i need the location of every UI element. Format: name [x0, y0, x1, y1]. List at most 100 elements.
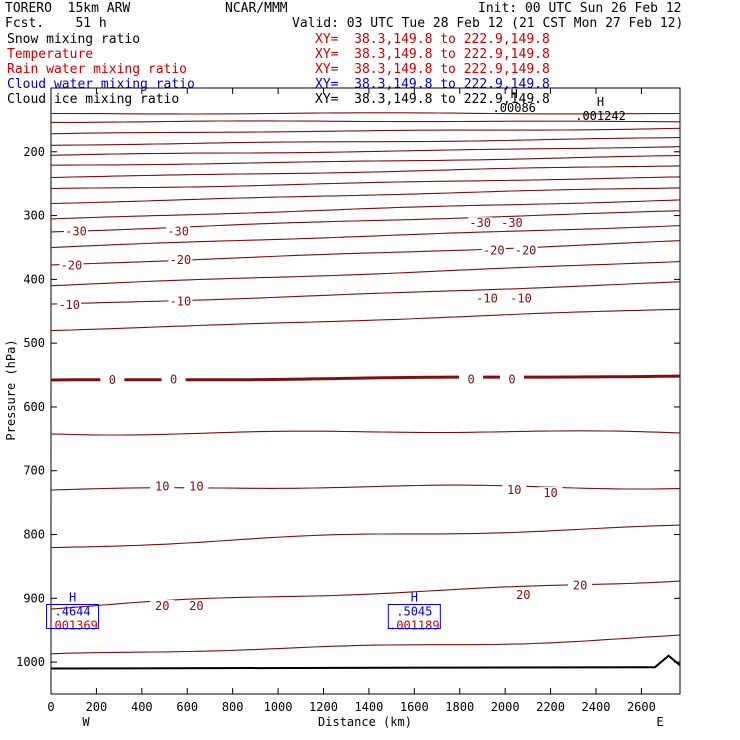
model-title: TORERO 15km ARW [5, 1, 131, 16]
y-tick-label: 900 [23, 591, 45, 605]
x-tick-label: 400 [131, 700, 153, 714]
isotherm-label-bg [166, 225, 191, 238]
isotherm-label-bg [513, 244, 538, 257]
field-label-temperature: Temperature [7, 47, 94, 62]
cloud-water-contour [387, 604, 441, 630]
isotherm-label-bg [502, 483, 527, 496]
x-tick-label: 0 [47, 700, 54, 714]
x-tick-label: 1600 [400, 700, 429, 714]
isotherm-label-bg [474, 292, 499, 305]
isotherm-label: -10 [58, 298, 80, 312]
isotherm--30 [50, 210, 681, 233]
plot-frame [50, 87, 681, 695]
isotherm-label: 0 [109, 373, 116, 387]
isotherm--65 [50, 137, 681, 146]
isotherm-label-bg [468, 217, 493, 230]
x-tick-label: 2600 [627, 700, 656, 714]
x-tick-label: 1400 [354, 700, 383, 714]
isotherm-label-bg [100, 374, 125, 387]
isotherm-label: -20 [61, 258, 83, 272]
isotherm-label: -20 [483, 244, 505, 258]
isotherm-label-bg [459, 373, 484, 386]
x-tick-label: 800 [222, 700, 244, 714]
field-label-snow: Snow mixing ratio [7, 32, 141, 47]
x-tick-label: 1200 [309, 700, 338, 714]
isotherm-label-bg [184, 480, 209, 493]
maximum-value: .5045 [396, 605, 432, 619]
isotherm-label-bg [150, 599, 175, 612]
isotherm-label: -30 [65, 225, 87, 239]
isotherm-label-bg [59, 259, 84, 272]
isotherm-label: -20 [515, 244, 537, 258]
isotherm-label: 0 [170, 373, 177, 387]
y-tick-label: 400 [23, 272, 45, 286]
isotherm-label-bg [63, 225, 88, 238]
isotherm--60 [50, 146, 681, 156]
y-tick-label: 700 [23, 464, 45, 478]
isotherm-label: 10 [543, 486, 557, 500]
isotherm--40 [50, 187, 681, 205]
isotherm-label: 10 [189, 480, 203, 494]
init-time: Init: 00 UTC Sun 26 Feb 12 [478, 1, 682, 16]
isotherm-label: -20 [170, 253, 192, 267]
x-tick-label: 1000 [264, 700, 293, 714]
isotherm-label-bg [168, 254, 193, 267]
x-tick-label: 200 [86, 700, 108, 714]
isotherm-0 [50, 374, 681, 382]
isotherm-label-bg [150, 480, 175, 493]
isotherm-label-bg [509, 292, 534, 305]
y-tick-label: 600 [23, 400, 45, 414]
y-tick-label: 200 [23, 145, 45, 159]
isotherm-label: 20 [516, 588, 530, 602]
isotherm-label: 0 [508, 373, 515, 387]
isotherm-label: 10 [507, 483, 521, 497]
isotherm--55 [51, 154, 681, 166]
isotherm-label: -30 [167, 225, 189, 239]
isotherm-label: -10 [170, 295, 192, 309]
field-xy-snow: XY= 38.3,149.8 to 222.9,149.8 [315, 32, 550, 47]
isotherm-15 [50, 524, 681, 549]
maximum-value: .001189 [389, 619, 440, 633]
end-label-east: E [656, 715, 663, 729]
isotherm-label: 20 [189, 599, 203, 613]
isotherm--70 [50, 127, 681, 135]
y-tick-label: 1000 [16, 655, 45, 669]
y-axis-label: Pressure (hPa) [4, 339, 18, 440]
isotherm-label: -10 [476, 292, 498, 306]
center-name: NCAR/MMM [225, 1, 288, 16]
x-tick-label: 2200 [536, 700, 565, 714]
isotherm-label-bg [161, 373, 186, 386]
isotherm-label-bg [511, 589, 536, 602]
isotherm-label-bg [499, 373, 524, 386]
x-axis-label: Distance (km) [318, 715, 412, 729]
x-tick-label: 600 [176, 700, 198, 714]
isotherm--45 [50, 176, 681, 190]
isotherm-label-bg [184, 599, 209, 612]
maximum-value: .001369 [47, 619, 98, 633]
isotherm--75 [51, 120, 681, 123]
forecast-hour: Fcst. 51 h [5, 16, 107, 31]
y-tick-label: 800 [23, 528, 45, 542]
isotherm-label-bg [481, 244, 506, 257]
isotherm-label-bg [499, 217, 524, 230]
maximum-marker: H [597, 95, 604, 109]
y-tick-label: 300 [23, 209, 45, 223]
isotherm-label: -10 [510, 292, 532, 306]
isotherm-10 [50, 484, 681, 491]
isotherm--5 [50, 308, 681, 332]
isotherm--35 [50, 199, 681, 220]
maximum-marker: H [411, 591, 418, 605]
field-xy-temperature: XY= 38.3,149.8 to 222.9,149.8 [315, 47, 550, 62]
field-label-cloud-ice: Cloud ice mixing ratio [7, 92, 180, 107]
field-xy-rain: XY= 38.3,149.8 to 222.9,149.8 [315, 62, 550, 77]
isotherm--10 [50, 281, 681, 305]
isotherm--15 [50, 261, 681, 287]
isotherm-25 [50, 634, 681, 655]
x-tick-label: 2000 [491, 700, 520, 714]
cloud-water-contour [46, 604, 100, 630]
field-xy-cloud-ice: XY= 38.3,149.8 to 222.9,149.8 [315, 92, 550, 107]
maximum-marker: H [511, 87, 518, 101]
maximum-value: .4644 [55, 605, 91, 619]
isotherm-label-bg [57, 298, 82, 311]
